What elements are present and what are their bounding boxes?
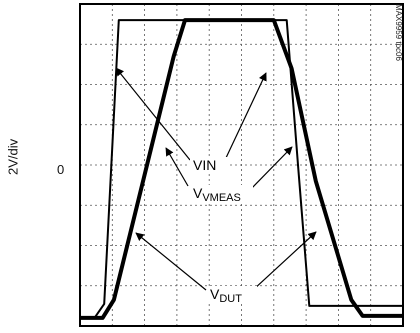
vin-arrow-left	[115, 67, 191, 161]
vdut-label-main: V	[210, 286, 220, 302]
traces	[80, 18, 403, 320]
vvmeas-label-main: V	[193, 185, 203, 201]
vdut-arrow-right	[252, 231, 317, 291]
vvmeas-label: VVMEAS	[193, 185, 241, 204]
annotation-labels: VIN VVMEAS VDUT	[189, 157, 257, 305]
vdut-label: VDUT	[210, 286, 242, 305]
annotation-arrows	[115, 67, 317, 291]
vvmeas-arrow-left	[165, 147, 189, 187]
y-axis-label: 2V/div	[5, 138, 21, 175]
vdut-label-sub: DUT	[219, 293, 242, 305]
plot-grid	[80, 4, 403, 326]
vvmeas-arrow-right	[249, 146, 293, 191]
plot-frame	[79, 3, 404, 327]
vin-arrow-right	[224, 72, 267, 161]
vin-label: VIN	[193, 157, 216, 173]
figure-id: MAX9959 toc06	[394, 4, 403, 61]
zero-reference-label: 0	[57, 162, 65, 177]
vvmeas-label-sub: VMEAS	[202, 192, 241, 204]
vdut-arrow-left	[135, 232, 207, 291]
trace-vdut	[80, 18, 403, 320]
